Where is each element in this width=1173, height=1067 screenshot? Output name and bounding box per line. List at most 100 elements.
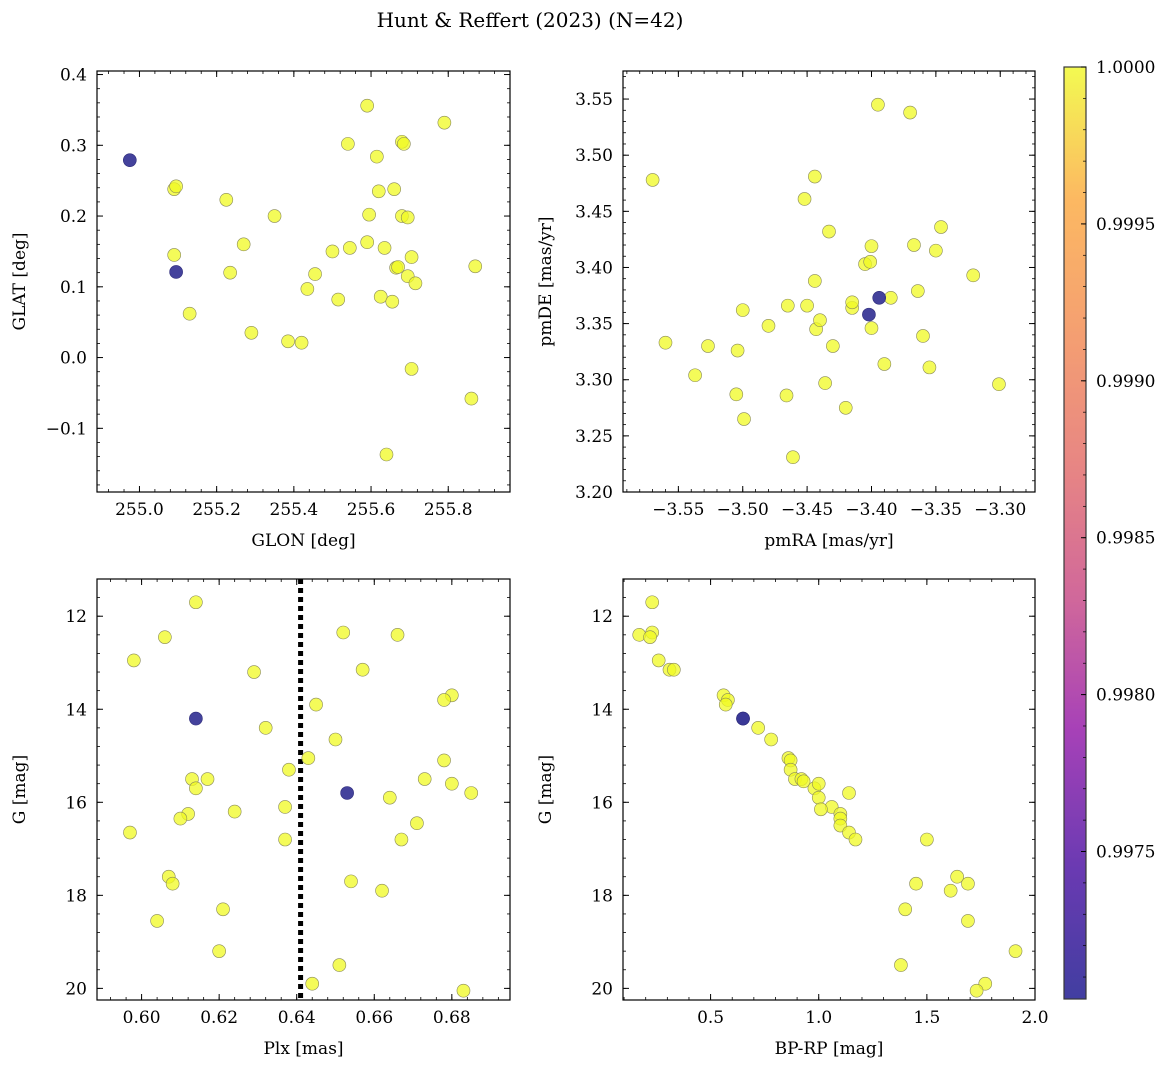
y-tick-label: 20: [591, 979, 613, 999]
y-tick-label: 20: [65, 979, 87, 999]
data-point: [911, 284, 925, 298]
data-point: [371, 184, 386, 199]
y-axis-label: G [mag]: [536, 755, 556, 824]
y-tick-label: 14: [591, 700, 613, 720]
x-tick-label: 0.64: [278, 1008, 316, 1028]
data-point: [332, 958, 347, 972]
data-point: [123, 825, 137, 840]
data-point: [158, 630, 172, 644]
data-point: [150, 914, 164, 928]
data-point: [916, 329, 930, 343]
x-axis-label: GLON [deg]: [251, 531, 355, 551]
y-tick-label: 18: [591, 886, 613, 906]
data-point: [300, 282, 315, 296]
data-point: [658, 335, 673, 350]
y-tick-label: 16: [591, 793, 613, 813]
data-point: [779, 388, 794, 403]
y-tick-label: 0.0: [60, 349, 87, 369]
data-point-low: [123, 153, 137, 167]
data-point: [456, 983, 471, 998]
data-point: [729, 387, 744, 402]
data-point-low: [189, 711, 203, 726]
data-point: [360, 235, 374, 250]
colorbar: 0.9975 0.9980 0.9985 0.9990 0.9995 1.0000: [1063, 58, 1155, 1000]
data-point: [966, 268, 981, 283]
data-point: [267, 209, 282, 223]
y-axis-label: GLAT [deg]: [10, 232, 30, 330]
data-point: [437, 693, 451, 707]
data-point-low: [169, 265, 183, 279]
data-point: [1008, 944, 1023, 958]
axes-frame: [96, 70, 511, 493]
y-tick-label: 3.25: [575, 427, 613, 447]
y-tick-label: 3.40: [575, 258, 613, 278]
data-point: [362, 207, 376, 222]
colorbar-gradient: [1063, 66, 1087, 1000]
data-point: [404, 250, 419, 264]
data-point: [417, 772, 432, 786]
data-point: [360, 98, 374, 113]
x-tick-label: −3.50: [717, 500, 769, 520]
data-point: [397, 137, 411, 151]
data-point: [877, 357, 892, 371]
data-point: [814, 802, 828, 817]
data-point: [343, 241, 357, 255]
data-point: [325, 244, 340, 259]
x-tick-label: 255.2: [192, 500, 241, 520]
x-tick-label: −3.30: [974, 500, 1026, 520]
y-tick-label: 3.30: [575, 371, 613, 391]
colorbar-tick-label: 1.0000: [1096, 58, 1155, 78]
y-tick-label: 3.55: [575, 90, 613, 110]
data-point: [863, 255, 878, 269]
data-point: [219, 192, 234, 207]
data-point: [258, 721, 273, 735]
data-point: [400, 210, 415, 225]
data-point: [864, 321, 879, 335]
data-point: [920, 832, 934, 847]
colorbar-tick-label: 0.9980: [1096, 686, 1155, 706]
data-point: [341, 137, 355, 151]
data-point: [826, 339, 840, 353]
colorbar-tick-label: 0.9995: [1096, 215, 1155, 235]
data-point: [410, 816, 424, 831]
data-point: [408, 276, 423, 291]
x-axis-label: BP-RP [mag]: [775, 1039, 884, 1059]
data-point: [864, 239, 879, 253]
data-point: [667, 662, 681, 677]
data-point: [167, 248, 181, 262]
data-point: [282, 762, 296, 777]
data-point: [278, 800, 292, 814]
colorbar-tick-label: 0.9985: [1096, 529, 1155, 549]
x-tick-label: 2.0: [1021, 1008, 1048, 1028]
data-point: [764, 732, 778, 747]
data-point: [929, 243, 943, 258]
data-point: [643, 630, 657, 644]
data-point: [800, 298, 814, 313]
data-point: [387, 182, 402, 196]
data-point: [751, 721, 765, 735]
data-point: [247, 665, 261, 679]
axes-frame: [96, 578, 511, 1001]
data-point: [223, 265, 237, 280]
x-tick-label: 255.4: [270, 500, 319, 520]
data-point: [730, 343, 745, 358]
data-point: [961, 914, 975, 928]
data-point: [796, 774, 811, 789]
data-point: [845, 295, 859, 310]
data-point-low: [736, 711, 750, 726]
data-point: [373, 289, 388, 304]
x-axis-label: pmRA [mas/yr]: [764, 531, 893, 551]
x-tick-label: −3.45: [781, 500, 833, 520]
data-point: [169, 179, 183, 194]
data-point: [216, 902, 230, 917]
data-point: [127, 653, 141, 668]
data-point: [244, 325, 259, 340]
x-tick-label: −3.40: [845, 500, 897, 520]
figure-title: Hunt & Reffert (2023) (N=42): [377, 8, 684, 32]
data-point: [189, 595, 203, 610]
data-point: [375, 883, 389, 898]
data-point: [943, 883, 958, 898]
data-point: [842, 786, 856, 800]
data-point: [227, 804, 242, 819]
data-point: [818, 376, 832, 390]
